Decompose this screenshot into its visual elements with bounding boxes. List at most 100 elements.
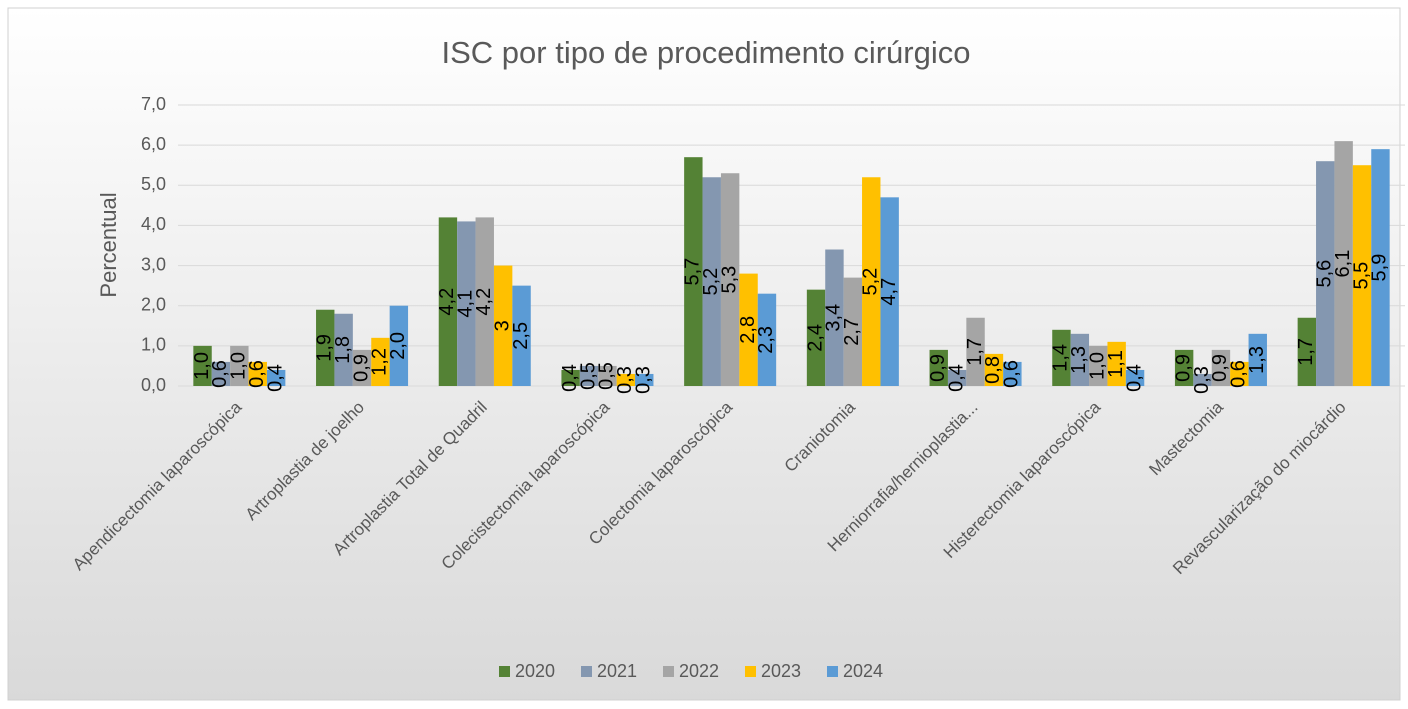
data-label: 1,0 [191, 352, 213, 380]
bar [334, 313, 353, 386]
bar [1107, 341, 1126, 386]
bar [561, 369, 580, 386]
bar [266, 369, 286, 386]
bar [825, 249, 844, 386]
data-label: 5,7 [682, 258, 704, 286]
bar [1371, 149, 1390, 386]
data-label: 1,8 [332, 336, 354, 364]
bar [684, 157, 703, 386]
data-label: 1,0 [1087, 352, 1109, 380]
data-label: 0,9 [1209, 354, 1231, 382]
data-label: 2,8 [737, 316, 759, 344]
bar [862, 177, 881, 386]
bar [1352, 165, 1372, 386]
y-tick-label: 1,0 [141, 335, 166, 355]
data-label: 0,3 [614, 366, 636, 394]
y-tick-label: 2,0 [141, 294, 166, 314]
bar [702, 177, 721, 386]
data-label: 0,4 [559, 364, 581, 392]
bar [248, 361, 267, 386]
data-label: 5,6 [1314, 260, 1336, 288]
bar [880, 197, 899, 386]
bar [371, 337, 390, 386]
legend-label: 2021 [597, 661, 637, 681]
data-label: 5,2 [860, 268, 882, 296]
bar [1125, 369, 1145, 386]
bar [579, 365, 599, 386]
data-label: 0,3 [633, 366, 655, 394]
bar [1003, 361, 1022, 386]
bar [843, 277, 863, 386]
data-label: 0,9 [350, 354, 372, 382]
bar [720, 173, 740, 386]
data-label: 5,5 [1350, 262, 1372, 290]
data-label: 0,6 [1001, 360, 1023, 388]
legend-swatch [827, 666, 838, 677]
bar [1193, 373, 1212, 386]
data-label: 1,3 [1246, 346, 1268, 374]
bar [438, 217, 458, 386]
y-tick-label: 5,0 [141, 174, 166, 194]
y-tick-label: 3,0 [141, 254, 166, 274]
bar [1248, 333, 1267, 386]
data-label: 0,4 [1123, 364, 1145, 392]
bar [1052, 329, 1071, 386]
y-tick-label: 4,0 [141, 214, 166, 234]
bar [1297, 317, 1317, 386]
data-label: 0,6 [246, 360, 268, 388]
bar [966, 317, 985, 386]
y-tick-label: 0,0 [141, 375, 166, 395]
data-label: 3 [491, 320, 513, 331]
data-label: 4,7 [878, 278, 900, 306]
legend-swatch [581, 666, 592, 677]
bar [1230, 361, 1249, 386]
bar [230, 345, 249, 386]
bar [635, 373, 654, 386]
bar [457, 221, 476, 386]
bar [389, 305, 409, 386]
data-label: 2,0 [387, 332, 409, 360]
bar [211, 361, 231, 386]
data-label: 1,7 [964, 338, 986, 366]
data-label: 0,6 [1228, 360, 1250, 388]
bar [512, 285, 531, 386]
bar [475, 217, 494, 386]
legend-label: 2023 [761, 661, 801, 681]
data-label: 4,2 [473, 288, 495, 316]
bar [1070, 333, 1090, 386]
data-label: 1,2 [369, 348, 391, 376]
bar [806, 289, 826, 386]
bar [598, 365, 617, 386]
bar [1334, 141, 1353, 386]
data-label: 5,2 [700, 268, 722, 296]
chart-title: ISC por tipo de procedimento cirúrgico [442, 35, 971, 70]
data-label: 1,0 [228, 352, 250, 380]
bar [1211, 349, 1231, 386]
data-label: 0,4 [264, 364, 286, 392]
data-label: 6,1 [1332, 250, 1354, 278]
data-label: 2,4 [804, 324, 826, 352]
legend-swatch [745, 666, 756, 677]
data-label: 1,7 [1295, 338, 1317, 366]
data-label: 1,4 [1050, 344, 1072, 372]
legend-swatch [499, 666, 510, 677]
data-label: 1,9 [314, 334, 336, 362]
bar [1316, 161, 1335, 386]
data-label: 2,5 [510, 322, 532, 350]
data-label: 1,3 [1068, 346, 1090, 374]
y-tick-label: 6,0 [141, 134, 166, 154]
bar [352, 349, 372, 386]
bar [1174, 349, 1194, 386]
data-label: 1,1 [1105, 350, 1127, 378]
data-label: 0,8 [982, 356, 1004, 384]
data-label: 0,5 [577, 362, 599, 390]
legend-label: 2022 [679, 661, 719, 681]
bar [493, 265, 513, 386]
legend-label: 2020 [515, 661, 555, 681]
bar [739, 273, 758, 386]
data-label: 0,6 [209, 360, 231, 388]
data-label: 0,9 [1172, 354, 1194, 382]
bar [947, 369, 967, 386]
